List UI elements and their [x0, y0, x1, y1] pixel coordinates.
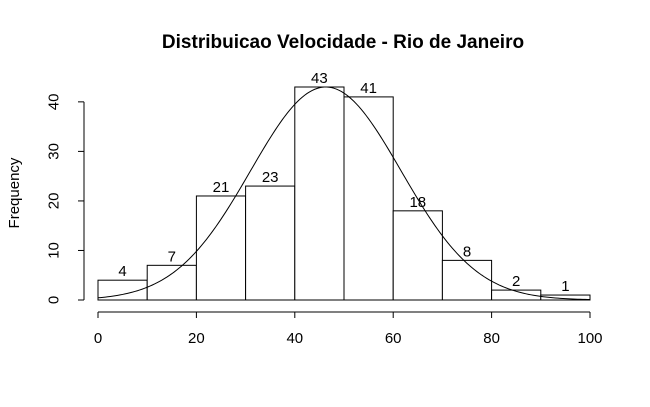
- histogram-bar-3: [245, 185, 296, 301]
- y-tick-label-3: 30: [46, 143, 63, 160]
- x-tick-label-2: 40: [286, 330, 303, 347]
- y-tick-label-1: 10: [46, 242, 63, 259]
- histogram-bar-1: [146, 264, 197, 301]
- bar-count-label-8: 2: [512, 273, 520, 290]
- chart-title: Distribuicao Velocidade - Rio de Janeiro: [162, 32, 524, 53]
- x-tick-label-4: 80: [483, 330, 500, 347]
- bar-count-label-9: 1: [561, 278, 569, 295]
- x-tick-label-5: 100: [577, 330, 602, 347]
- histogram-bar-7: [441, 259, 493, 301]
- bar-count-label-1: 7: [168, 248, 176, 265]
- y-tick-label-0: 0: [46, 296, 63, 304]
- bar-count-label-6: 18: [409, 194, 426, 211]
- x-axis: 0 20 40 60 80 100: [94, 311, 603, 347]
- histogram-bar-2: [195, 195, 247, 301]
- x-tick-label-0: 0: [94, 330, 102, 347]
- bar-count-label-0: 4: [118, 263, 126, 280]
- histogram-bar-5: [343, 96, 394, 301]
- x-tick-label-1: 20: [188, 330, 205, 347]
- x-tick-label-3: 60: [385, 330, 402, 347]
- bars-group: [97, 86, 591, 301]
- y-axis-label: Frequency: [6, 157, 23, 228]
- bar-count-label-5: 41: [360, 80, 377, 97]
- y-tick-label-2: 20: [46, 193, 63, 210]
- bar-count-label-4: 43: [311, 70, 328, 87]
- histogram-bar-9: [540, 294, 591, 301]
- histogram-bar-6: [392, 210, 443, 301]
- bar-count-label-3: 23: [262, 169, 279, 186]
- y-axis: 0 10 20 30 40: [46, 94, 85, 304]
- y-tick-label-4: 40: [46, 94, 63, 111]
- histogram-bar-4: [294, 86, 345, 301]
- normal-density-curve: [97, 86, 591, 301]
- bar-count-label-2: 21: [213, 179, 230, 196]
- bar-count-label-7: 8: [463, 243, 471, 260]
